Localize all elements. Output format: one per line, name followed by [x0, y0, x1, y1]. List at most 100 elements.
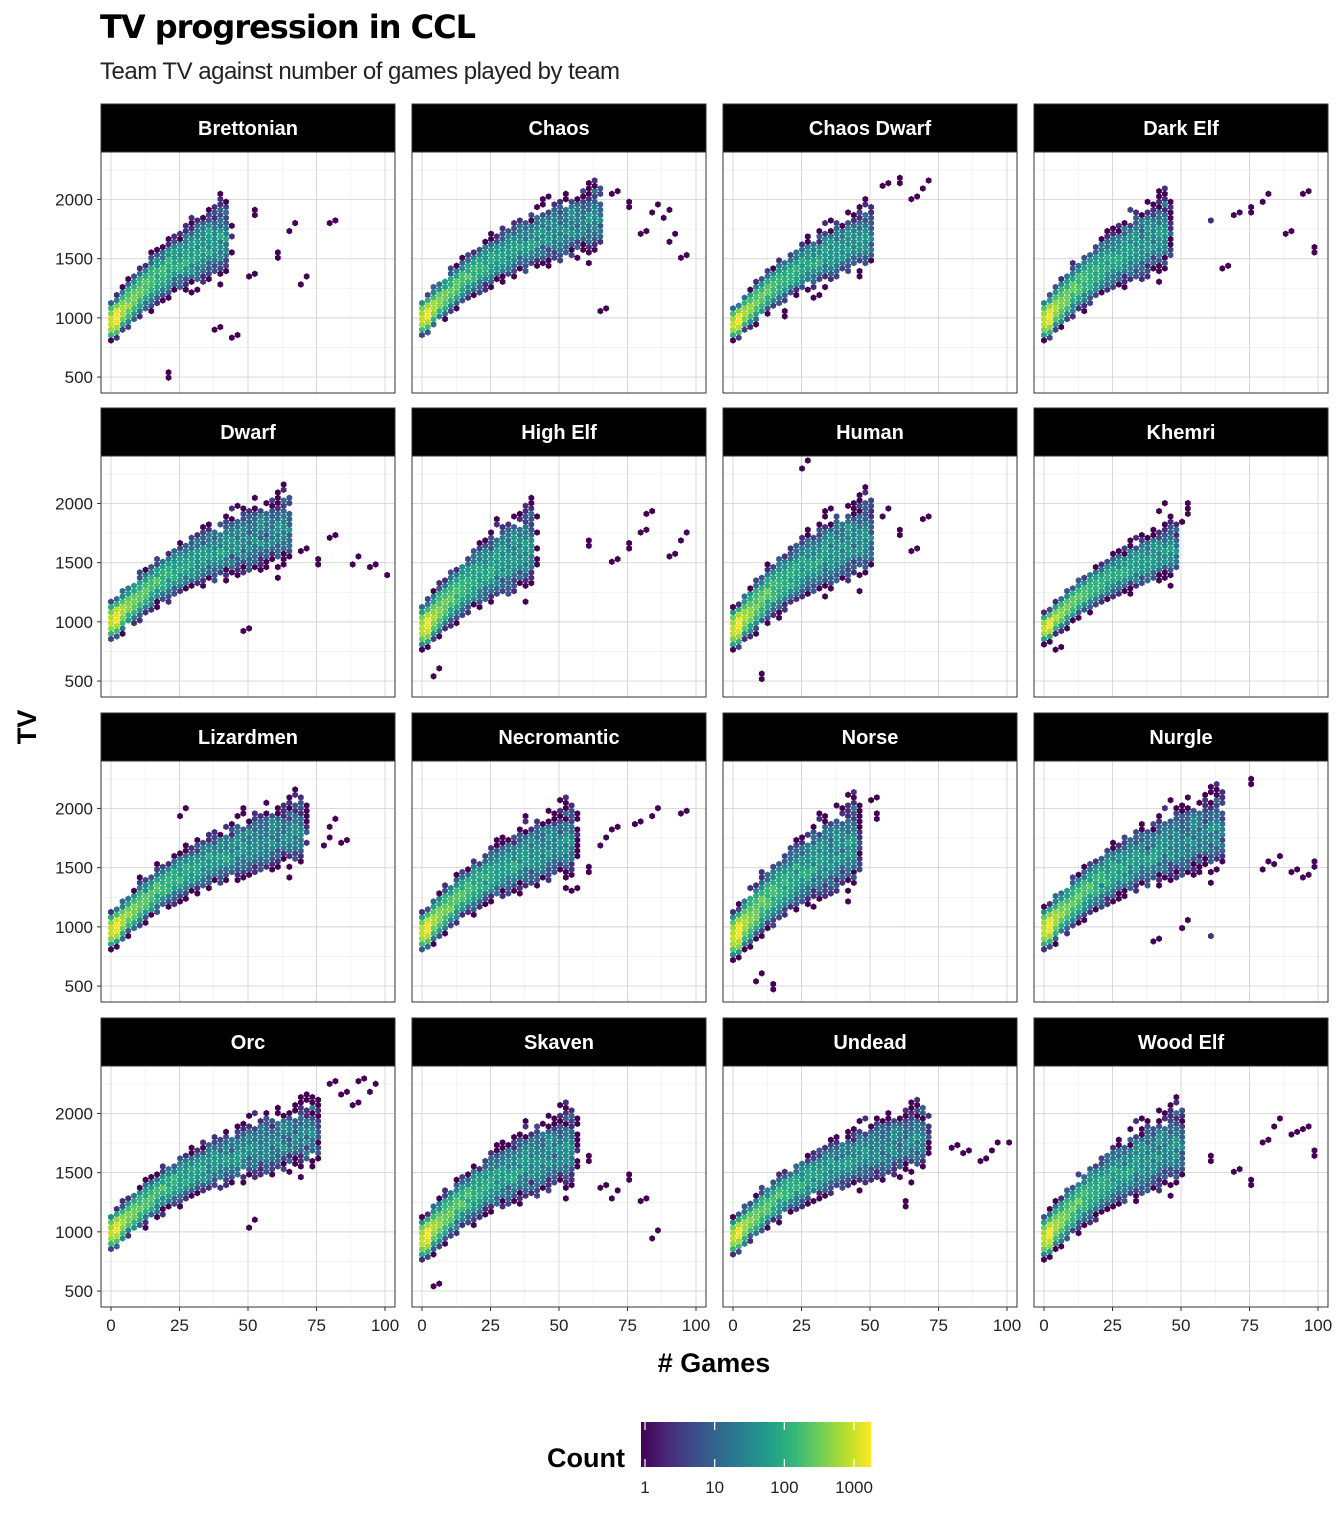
hexbin-cell — [839, 227, 846, 235]
hexbin-cell — [833, 262, 840, 270]
hexbin-cell — [165, 273, 172, 280]
hexbin-cell — [154, 571, 160, 579]
hexbin-cell — [563, 195, 569, 203]
hexbin-cell — [217, 190, 224, 198]
hexbin-cell — [234, 529, 241, 536]
hexbin-cell — [165, 262, 172, 270]
hexbin-cell — [453, 283, 460, 291]
hexbin-cell — [108, 321, 114, 328]
hexbin-cell — [540, 227, 546, 235]
hexbin-cell — [447, 270, 454, 278]
hexbin-cell — [1115, 265, 1122, 272]
hexbin-cell — [177, 273, 183, 280]
hexbin-cell — [459, 270, 466, 278]
hexbin-cell — [200, 566, 206, 574]
hexbin-cell — [459, 275, 466, 283]
hexbin-cell — [1069, 307, 1076, 315]
hexbin-cell — [787, 267, 794, 275]
hexbin-cell — [240, 531, 247, 539]
hexbin-cell — [442, 310, 448, 317]
hexbin-cell — [1058, 307, 1065, 315]
hexbin-cell — [136, 286, 143, 293]
hexbin-cell — [165, 267, 172, 275]
hexbin-cell — [735, 307, 742, 315]
hexbin-cell — [591, 209, 598, 216]
hexbin-cell — [799, 257, 805, 264]
hexbin-cell — [142, 294, 149, 301]
hexbin-cell — [182, 222, 189, 230]
hexbin-cell — [730, 326, 736, 333]
hexbin-cell — [119, 587, 126, 595]
hexbin-cell — [545, 209, 552, 216]
x-tick-label: 25 — [481, 1316, 500, 1335]
hexbin-cell — [217, 211, 224, 219]
hexbin-cell — [568, 225, 575, 232]
hexbin-cell — [465, 262, 471, 270]
hexbin-cell — [488, 278, 494, 286]
hexbin-cell — [517, 233, 523, 240]
hexbin-cell — [252, 270, 258, 278]
hexbin-cell — [470, 249, 477, 256]
hexbin-cell — [177, 241, 183, 248]
hexbin-cell — [177, 267, 183, 275]
hexbin-cell — [517, 222, 523, 230]
hexbin-cell — [148, 249, 155, 256]
hexbin-cell — [1110, 246, 1116, 254]
hexbin-cell — [424, 297, 431, 304]
hexbin-cell — [182, 563, 189, 571]
hexbin-cell — [1041, 331, 1047, 339]
hexbin-cell — [1162, 243, 1168, 251]
y-tick-label: 500 — [65, 672, 93, 691]
hexbin-cell — [453, 289, 460, 296]
hexbin-cell — [125, 318, 132, 325]
hexbin-cell — [188, 225, 195, 232]
hexbin-cell — [1052, 294, 1059, 301]
hexbin-cell — [108, 598, 114, 605]
hexbin-cell — [119, 321, 126, 328]
hexbin-cell — [136, 579, 143, 587]
facet-strip — [411, 103, 707, 153]
hexbin-cell — [828, 233, 834, 240]
hexbin-cell — [591, 198, 598, 206]
hexbin-cell — [810, 251, 817, 259]
hexbin-cell — [194, 249, 201, 256]
hexbin-cell — [113, 323, 120, 331]
hexbin-cell — [839, 238, 846, 246]
hexbin-cell — [488, 283, 494, 291]
hexbin-cell — [194, 265, 201, 272]
hexbin-cell — [741, 310, 748, 317]
hexbin-cell — [597, 206, 604, 214]
hexbin-cell — [1064, 305, 1070, 312]
hexbin-cell — [1087, 294, 1093, 301]
hexbin-cell — [1092, 243, 1099, 251]
hexbin-cell — [856, 219, 863, 227]
hexbin-cell — [1127, 243, 1134, 251]
hexbin-cell — [200, 534, 206, 542]
hexbin-cell — [511, 219, 517, 227]
hexbin-cell — [131, 299, 137, 307]
hexbin-cell — [303, 273, 310, 280]
hexbin-cell — [1041, 337, 1047, 344]
x-tick-label: 50 — [550, 1316, 569, 1335]
hexbin-cell — [229, 542, 235, 550]
hexbin-cell — [862, 195, 869, 203]
hexbin-cell — [223, 235, 229, 243]
hexbin-cell — [453, 294, 460, 301]
hexbin-cell — [119, 283, 126, 291]
hexbin-cell — [574, 254, 581, 262]
hexbin-cell — [666, 206, 673, 214]
hexbin-cell — [851, 222, 857, 230]
hexbin-cell — [1127, 265, 1134, 272]
hexbin-cell — [868, 203, 874, 211]
hexbin-cell — [1110, 273, 1116, 280]
hexbin-cell — [257, 539, 264, 547]
hexbin-cell — [586, 185, 592, 192]
hexbin-cell — [574, 227, 581, 235]
hexbin-cell — [493, 254, 500, 262]
hexbin-cell — [816, 291, 823, 299]
hexbin-cell — [125, 585, 132, 592]
hexbin-cell — [764, 289, 771, 296]
hexbin-cell — [862, 249, 869, 256]
hexbin-cell — [154, 251, 160, 259]
